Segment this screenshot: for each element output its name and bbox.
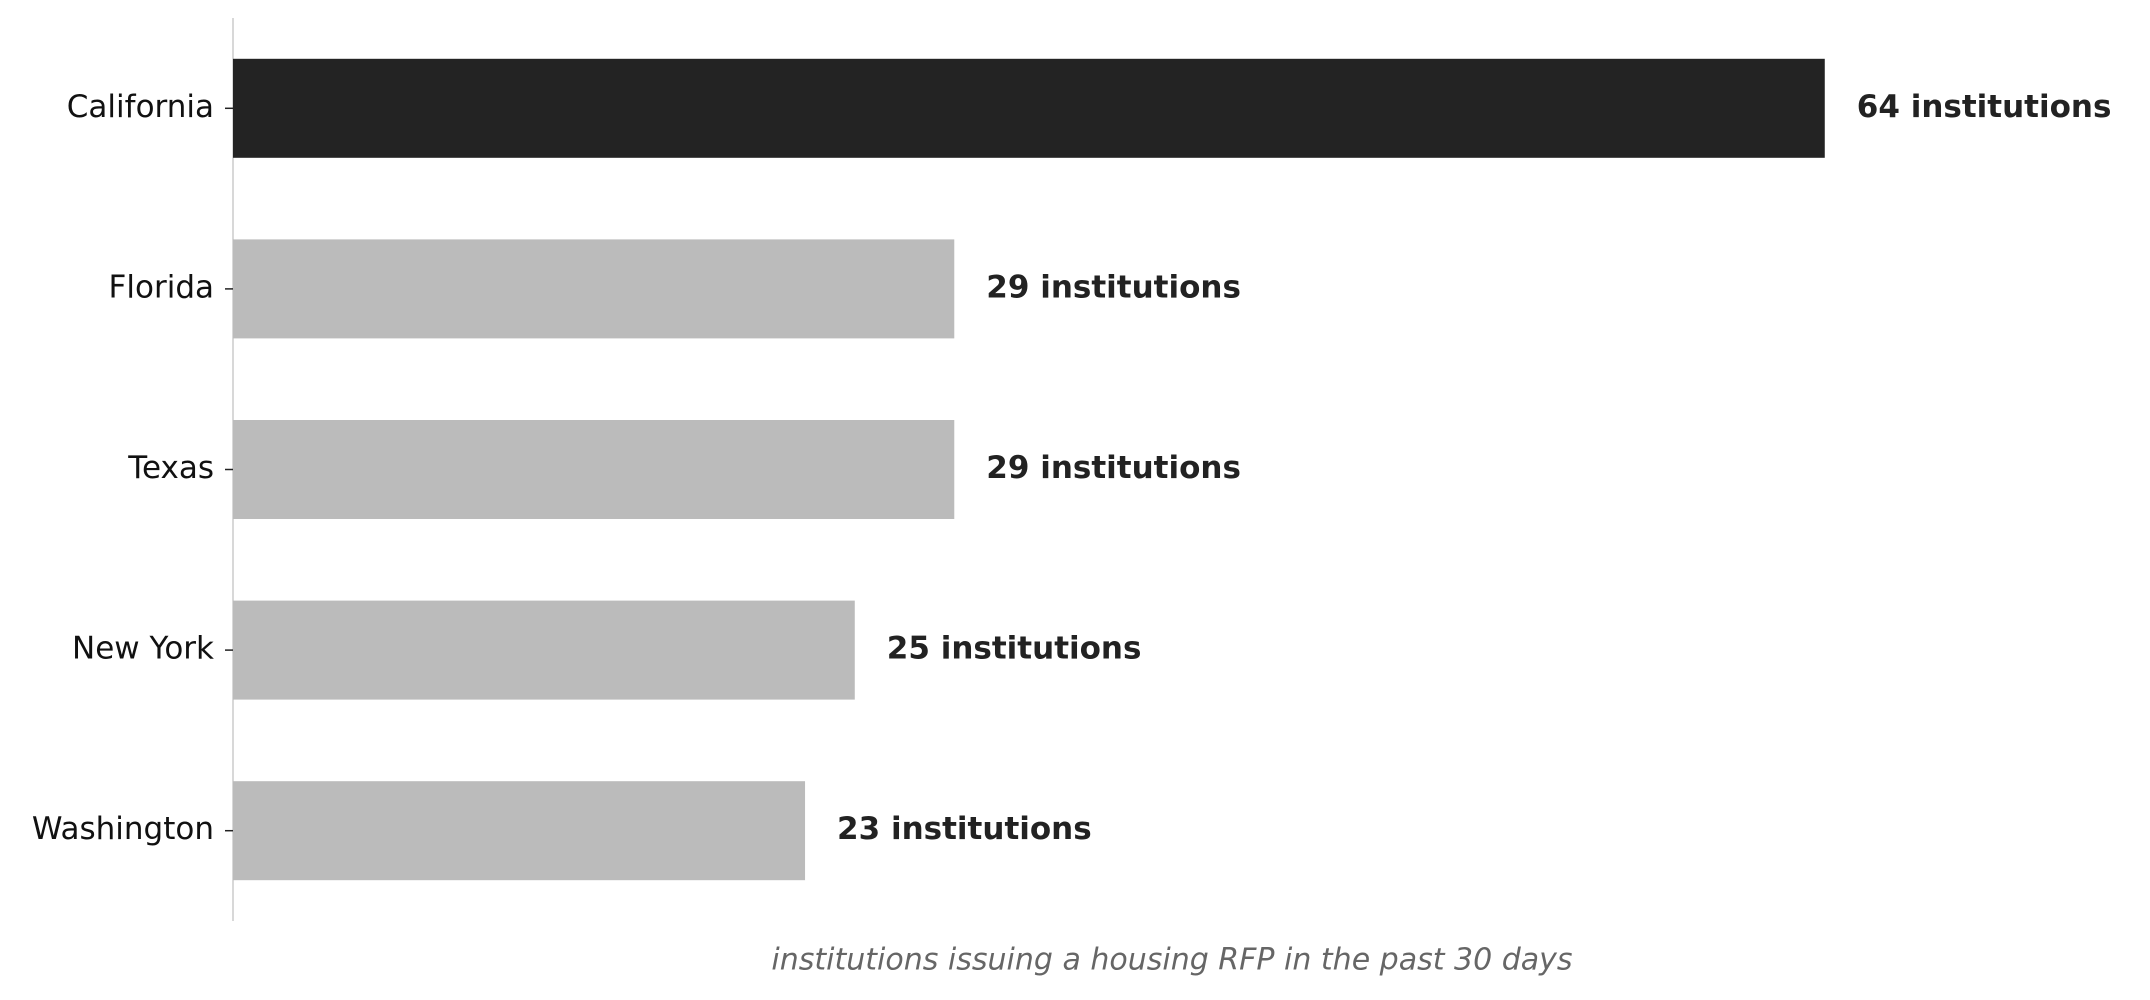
x-axis-label: institutions issuing a housing RFP in th… — [771, 943, 1572, 978]
y-tick-label: Texas — [127, 450, 214, 486]
bar — [233, 420, 955, 519]
value-label: 29 institutions — [986, 450, 1241, 486]
y-tick-label: Florida — [109, 269, 214, 305]
value-label: 23 institutions — [837, 811, 1092, 847]
value-label: 25 institutions — [887, 631, 1142, 667]
bar — [233, 600, 855, 700]
bar — [233, 781, 806, 881]
y-tick-label: California — [67, 89, 214, 125]
bar — [233, 58, 1825, 158]
bar — [233, 239, 955, 339]
value-label: 29 institutions — [986, 269, 1241, 305]
value-label: 64 institutions — [1857, 89, 2112, 125]
y-tick-label: Washington — [32, 811, 214, 847]
y-tick-label: New York — [72, 631, 214, 667]
